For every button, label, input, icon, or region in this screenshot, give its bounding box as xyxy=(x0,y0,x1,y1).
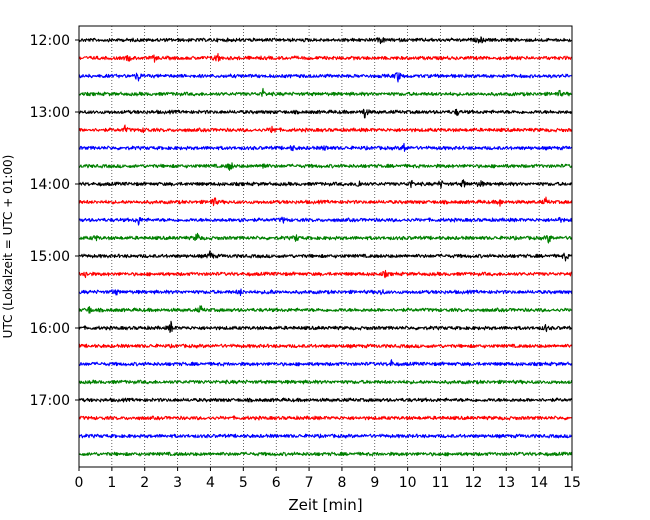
x-tick-label: 14 xyxy=(530,475,548,491)
trace-line xyxy=(78,379,573,385)
trace-line xyxy=(78,359,573,367)
trace-line xyxy=(78,124,573,134)
x-tick-label: 8 xyxy=(337,475,346,491)
trace-line xyxy=(78,451,573,457)
x-tick-label: 3 xyxy=(173,475,182,491)
trace-line xyxy=(78,36,573,45)
trace-line xyxy=(78,305,573,314)
trace-line xyxy=(78,179,573,189)
x-tick-label: 12 xyxy=(464,475,482,491)
x-tick-label: 2 xyxy=(140,475,149,491)
trace-line xyxy=(78,142,573,152)
x-axis-ticks: 0 1 2 3 4 5 6 7 8 9 10 11 12 13 14 15 xyxy=(75,467,581,491)
y-tick-label: 15:00 xyxy=(30,249,70,265)
x-tick-label: 4 xyxy=(206,475,215,491)
trace-line xyxy=(78,343,573,349)
x-tick-label: 15 xyxy=(563,475,581,491)
trace-line xyxy=(78,397,573,403)
trace-line xyxy=(78,196,573,207)
y-tick-label: 17:00 xyxy=(30,393,70,409)
trace-line xyxy=(78,320,573,334)
x-tick-label: 10 xyxy=(399,475,417,491)
trace-line xyxy=(78,53,573,63)
y-tick-label: 12:00 xyxy=(30,33,70,49)
x-tick-label: 1 xyxy=(107,475,116,491)
x-tick-label: 13 xyxy=(497,475,515,491)
x-tick-label: 6 xyxy=(272,475,281,491)
y-axis-label: UTC (Lokalzeit = UTC + 01:00) xyxy=(1,155,15,339)
trace-line xyxy=(78,87,573,97)
x-tick-label: 7 xyxy=(305,475,314,491)
x-tick-label: 11 xyxy=(432,475,450,491)
y-tick-label: 14:00 xyxy=(30,177,70,193)
x-tick-label: 9 xyxy=(370,475,379,491)
plot-frame xyxy=(78,25,573,468)
trace-line xyxy=(78,433,573,439)
y-axis-ticks: 12:00 13:00 14:00 15:00 16:00 17:00 xyxy=(30,33,79,409)
trace-line xyxy=(78,269,573,279)
trace-line xyxy=(78,108,573,119)
trace-line xyxy=(78,288,573,297)
trace-line xyxy=(78,415,573,421)
trace-line xyxy=(78,216,573,226)
seismic-traces xyxy=(78,36,573,457)
trace-line xyxy=(78,162,573,171)
x-tick-label: 0 xyxy=(75,475,84,491)
x-tick-label: 5 xyxy=(239,475,248,491)
trace-line xyxy=(78,232,573,244)
x-axis-label: Zeit [min] xyxy=(288,496,362,514)
trace-line xyxy=(78,250,573,262)
y-tick-label: 16:00 xyxy=(30,321,70,337)
y-tick-label: 13:00 xyxy=(30,105,70,121)
trace-line xyxy=(78,72,573,83)
